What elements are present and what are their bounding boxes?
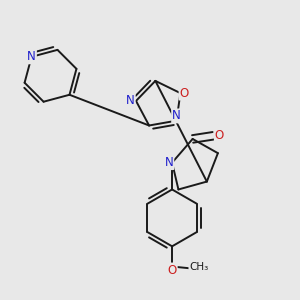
Text: N: N: [27, 50, 36, 63]
Text: O: O: [180, 87, 189, 100]
Text: N: N: [165, 156, 173, 169]
Text: O: O: [215, 129, 224, 142]
Text: N: N: [172, 110, 181, 122]
Text: CH₃: CH₃: [189, 262, 208, 272]
Text: N: N: [126, 94, 135, 107]
Text: O: O: [167, 263, 177, 277]
